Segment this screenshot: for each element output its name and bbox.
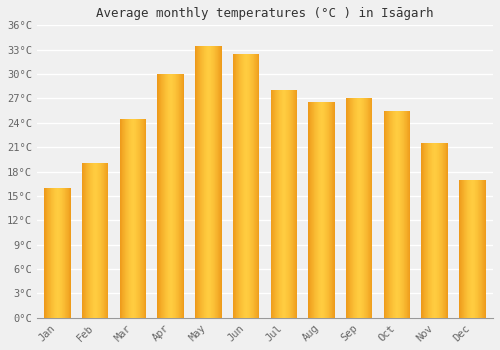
Title: Average monthly temperatures (°C ) in Isāgarh: Average monthly temperatures (°C ) in Is… — [96, 7, 434, 20]
